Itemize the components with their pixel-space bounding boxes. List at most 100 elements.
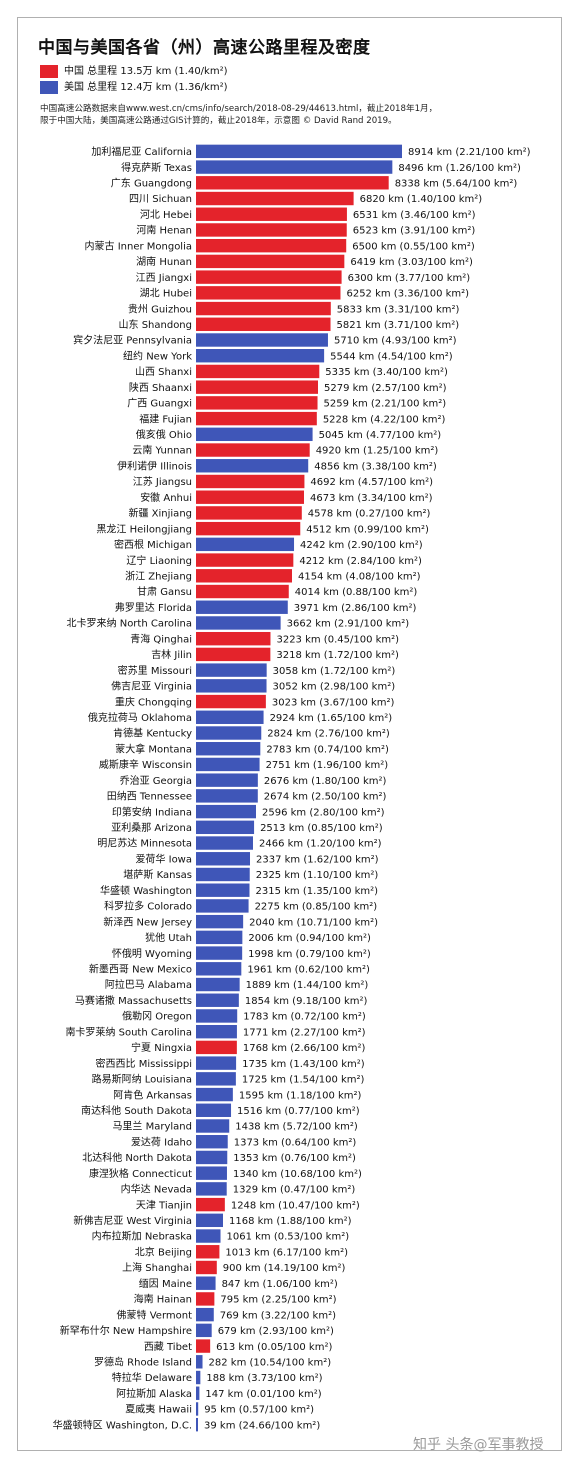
category-label: 贵州 Guizhou: [128, 302, 192, 315]
value-label: 4154 km (4.08/100 km²): [298, 572, 421, 583]
category-label: 宁夏 Ningxia: [131, 1041, 192, 1054]
bar-china: [196, 364, 320, 379]
value-label: 147 km (0.01/100 km²): [205, 1389, 321, 1400]
category-label: 内蒙古 Inner Mongolia: [85, 239, 192, 252]
bar-usa: [196, 726, 262, 740]
category-label: 山东 Shandong: [119, 318, 192, 331]
category-label: 马里兰 Maryland: [112, 1120, 192, 1133]
bar-usa: [196, 710, 264, 724]
category-label: 缅因 Maine: [139, 1277, 192, 1290]
value-label: 2337 km (1.62/100 km²): [256, 854, 379, 865]
bar-usa: [196, 852, 251, 866]
value-label: 3052 km (2.98/100 km²): [273, 682, 396, 693]
bar-usa: [196, 616, 281, 630]
value-label: 1061 km (0.53/100 km²): [227, 1232, 350, 1243]
value-label: 2325 km (1.10/100 km²): [256, 870, 379, 881]
category-label: 佛蒙特 Vermont: [117, 1308, 193, 1321]
bar-usa: [196, 820, 255, 835]
category-label: 福建 Fujian: [139, 412, 192, 425]
category-label: 佛吉尼亚 Virginia: [111, 680, 192, 693]
bar-china: [196, 694, 266, 709]
bar-china: [196, 396, 318, 410]
bar-usa: [196, 1009, 238, 1023]
bar-usa: [196, 1182, 227, 1196]
value-label: 795 km (2.25/100 km²): [220, 1295, 336, 1306]
category-label: 田纳西 Tennessee: [107, 790, 192, 803]
category-label: 特拉华 Delaware: [112, 1371, 192, 1384]
category-label: 青海 Qinghai: [130, 632, 192, 645]
value-label: 6531 km (3.46/100 km²): [353, 210, 476, 221]
value-label: 3218 km (1.72/100 km²): [276, 650, 399, 661]
bar-china: [196, 254, 345, 269]
bar-usa: [196, 742, 261, 756]
bar-usa: [196, 427, 313, 442]
category-label: 肯德基 Kentucky: [113, 727, 192, 740]
category-label: 犹他 Utah: [145, 931, 192, 944]
value-label: 2315 km (1.35/100 km²): [255, 886, 378, 897]
value-label: 900 km (14.19/100 km²): [223, 1263, 346, 1274]
category-label: 俄克拉荷马 Oklahoma: [88, 711, 192, 724]
value-label: 1998 km (0.79/100 km²): [248, 949, 371, 960]
value-label: 3662 km (2.91/100 km²): [287, 619, 410, 630]
value-label: 847 km (1.06/100 km²): [222, 1279, 338, 1290]
value-label: 6419 km (3.03/100 km²): [350, 257, 473, 268]
value-label: 95 km (0.57/100 km²): [204, 1405, 314, 1416]
category-label: 天津 Tianjin: [136, 1199, 192, 1211]
value-label: 4242 km (2.90/100 km²): [300, 540, 423, 551]
bar-usa: [196, 962, 242, 976]
value-label: 6252 km (3.36/100 km²): [346, 289, 469, 300]
bar-usa: [196, 1355, 203, 1369]
bar-china: [196, 521, 301, 536]
value-label: 1771 km (2.27/100 km²): [243, 1027, 366, 1038]
bar-china: [196, 553, 294, 567]
value-label: 2040 km (10.71/100 km²): [249, 917, 378, 928]
category-label: 江西 Jiangxi: [136, 272, 192, 284]
category-label: 浙江 Zhejiang: [125, 571, 192, 583]
bar-usa: [196, 836, 253, 850]
bar-china: [196, 1197, 225, 1212]
value-label: 1595 km (1.18/100 km²): [239, 1090, 362, 1101]
bar-usa: [196, 804, 256, 819]
category-label: 新疆 Xinjiang: [128, 507, 192, 520]
category-label: 科罗拉多 Colorado: [104, 900, 192, 913]
category-label: 海南 Hainan: [134, 1293, 192, 1306]
category-label: 新佛吉尼亚 West Virginia: [73, 1214, 192, 1227]
category-label: 纽约 New York: [123, 349, 192, 362]
value-label: 1329 km (0.47/100 km²): [233, 1185, 356, 1196]
category-label: 路易斯阿纳 Louisiana: [92, 1073, 192, 1086]
bar-china: [196, 631, 271, 646]
value-label: 2275 km (0.85/100 km²): [255, 902, 378, 913]
legend-usa: 美国 总里程 12.4万 km (1.36/km²): [40, 81, 228, 95]
category-label: 乔治亚 Georgia: [120, 774, 192, 787]
bar-china: [196, 176, 389, 190]
value-label: 6300 km (3.77/100 km²): [348, 273, 471, 284]
bar-usa: [196, 1323, 212, 1338]
bar-china: [196, 506, 302, 520]
category-label: 弗罗里达 Florida: [115, 601, 192, 614]
bar-china: [196, 569, 292, 583]
bar-usa: [196, 773, 258, 787]
bar-usa: [196, 1150, 228, 1165]
value-label: 4692 km (4.57/100 km²): [310, 477, 433, 488]
bar-usa: [196, 537, 295, 552]
bar-china: [196, 1292, 215, 1306]
value-label: 3223 km (0.45/100 km²): [276, 634, 399, 645]
value-label: 5228 km (4.22/100 km²): [323, 414, 446, 425]
category-label: 密西根 Michigan: [114, 538, 192, 551]
value-label: 2674 km (2.50/100 km²): [264, 792, 387, 803]
bar-china: [196, 490, 304, 504]
value-label: 5335 km (3.40/100 km²): [325, 367, 448, 378]
value-label: 2596 km (2.80/100 km²): [262, 807, 385, 818]
category-label: 加利福尼亚 California: [91, 145, 192, 158]
category-label: 阿肯色 Arkansas: [113, 1088, 192, 1101]
category-label: 华盛顿 Washington: [100, 884, 192, 897]
bar-usa: [196, 1087, 233, 1102]
value-label: 1889 km (1.44/100 km²): [246, 980, 369, 991]
bar-usa: [196, 977, 240, 992]
category-label: 内布拉斯加 Nebraska: [92, 1230, 192, 1243]
bar-china: [196, 286, 341, 300]
category-label: 康涅狄格 Connecticut: [89, 1167, 192, 1180]
category-label: 马赛诸撒 Massachusetts: [75, 994, 192, 1007]
category-label: 怀俄明 Wyoming: [112, 948, 192, 960]
